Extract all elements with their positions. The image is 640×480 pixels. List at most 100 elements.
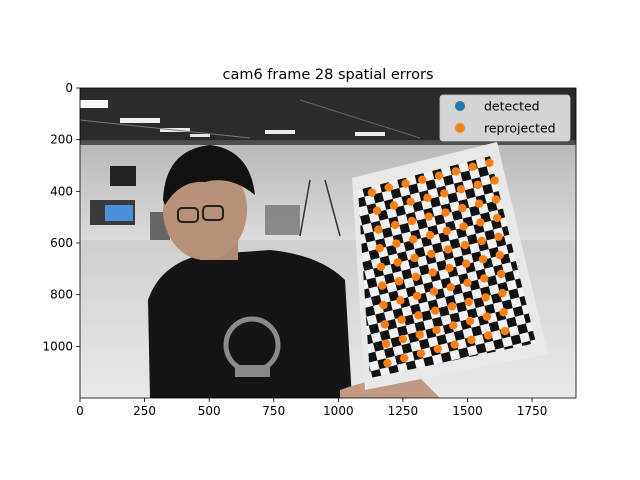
legend-marker-detected: [455, 101, 465, 111]
y-tick-label: 800: [50, 288, 73, 302]
point-reprojected: [481, 293, 490, 302]
point-reprojected: [424, 212, 433, 221]
point-reprojected: [482, 312, 492, 321]
point-reprojected: [397, 315, 406, 324]
x-tick-label: 1250: [388, 404, 419, 418]
point-reprojected: [398, 334, 408, 344]
point-reprojected: [380, 320, 390, 329]
point-reprojected: [451, 167, 461, 176]
x-tick-label: 0: [76, 404, 84, 418]
point-reprojected: [389, 201, 399, 210]
point-reprojected: [372, 206, 382, 215]
point-reprojected: [411, 272, 421, 282]
x-tick-label: 1000: [323, 404, 354, 418]
point-reprojected: [378, 281, 387, 290]
point-reprojected: [456, 185, 466, 194]
point-reprojected: [423, 193, 432, 202]
point-reprojected: [429, 287, 439, 296]
point-reprojected: [490, 176, 499, 185]
point-reprojected: [414, 311, 423, 320]
point-reprojected: [473, 180, 483, 190]
point-reprojected: [478, 255, 488, 264]
point-reprojected: [464, 297, 473, 307]
x-tick-label: 750: [262, 404, 285, 418]
point-reprojected: [474, 199, 484, 208]
point-reprojected: [498, 288, 507, 298]
point-reprojected: [415, 330, 424, 339]
point-reprojected: [447, 302, 457, 311]
point-reprojected: [440, 189, 449, 198]
x-tick-label: 250: [133, 404, 156, 418]
point-reprojected: [458, 203, 467, 213]
point-reprojected: [425, 231, 435, 240]
point-reprojected: [483, 331, 493, 340]
legend-label-reprojected: reprojected: [484, 121, 556, 136]
point-reprojected: [485, 158, 494, 168]
point-reprojected: [428, 268, 437, 277]
point-reprojected: [432, 325, 441, 335]
point-reprojected: [467, 335, 476, 345]
x-tick-label: 1750: [517, 404, 548, 418]
point-reprojected: [480, 274, 489, 283]
legend-label-detected: detected: [484, 99, 540, 114]
legend-marker-reprojected: [455, 123, 465, 133]
point-reprojected: [468, 162, 477, 171]
point-reprojected: [433, 344, 442, 354]
point-reprojected: [450, 340, 459, 349]
point-reprojected: [427, 249, 436, 259]
point-reprojected: [401, 179, 410, 188]
point-reprojected: [463, 278, 472, 287]
point-reprojected: [394, 277, 404, 286]
point-reprojected: [434, 171, 444, 181]
chart-title: cam6 frame 28 spatial errors: [222, 67, 433, 83]
point-reprojected: [491, 195, 501, 204]
point-reprojected: [390, 220, 400, 230]
point-reprojected: [465, 316, 475, 326]
point-reprojected: [375, 243, 384, 253]
point-reprojected: [409, 235, 418, 244]
point-reprojected: [500, 326, 510, 336]
y-tick-label: 200: [50, 133, 73, 147]
point-reprojected: [431, 306, 440, 315]
point-reprojected: [400, 354, 409, 363]
point-reprojected: [393, 258, 402, 267]
y-tick-label: 1000: [42, 339, 73, 353]
point-reprojected: [410, 253, 419, 263]
point-reprojected: [374, 225, 383, 234]
point-reprojected: [392, 239, 401, 248]
legend: detected reprojected: [439, 94, 571, 142]
x-tick-label: 500: [198, 404, 221, 418]
point-reprojected: [443, 245, 453, 254]
y-tick-label: 400: [50, 184, 73, 198]
point-reprojected: [462, 259, 471, 268]
point-reprojected: [449, 321, 458, 330]
point-reprojected: [459, 222, 468, 231]
point-reprojected: [476, 218, 485, 227]
point-reprojected: [384, 183, 393, 192]
point-reprojected: [407, 216, 417, 226]
point-reprojected: [496, 269, 506, 279]
y-tick-label: 0: [65, 81, 73, 95]
point-reprojected: [442, 226, 452, 236]
point-reprojected: [418, 175, 427, 184]
point-reprojected: [381, 339, 391, 348]
point-reprojected: [412, 291, 422, 301]
x-tick-label: 1500: [452, 404, 483, 418]
point-reprojected: [494, 232, 503, 241]
y-tick-label: 600: [50, 236, 73, 250]
point-reprojected: [499, 308, 508, 317]
point-reprojected: [493, 213, 502, 223]
point-reprojected: [367, 188, 377, 197]
point-reprojected: [460, 240, 470, 250]
point-reprojected: [477, 236, 486, 246]
point-reprojected: [396, 296, 405, 305]
point-reprojected: [445, 263, 454, 273]
point-reprojected: [383, 358, 392, 368]
point-reprojected: [495, 250, 504, 260]
point-reprojected: [441, 208, 450, 217]
point-reprojected: [416, 349, 426, 358]
point-reprojected: [446, 282, 455, 292]
point-reprojected: [379, 300, 388, 310]
point-reprojected: [376, 262, 386, 271]
